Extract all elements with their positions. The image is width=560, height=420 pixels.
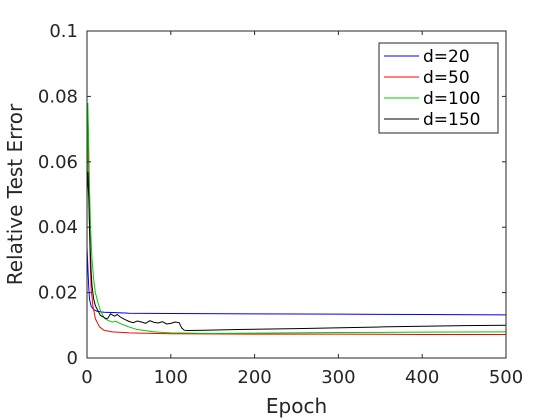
x-tick-label: 500 xyxy=(489,367,523,388)
x-tick-label: 0 xyxy=(81,367,92,388)
x-tick-label: 400 xyxy=(405,367,439,388)
x-tick-label: 100 xyxy=(154,367,188,388)
legend-label-d-150: d=150 xyxy=(423,110,480,130)
series-line-d-150 xyxy=(86,171,507,332)
y-tick-label: 0.1 xyxy=(49,21,78,42)
y-axis-label: Relative Test Error xyxy=(3,103,27,285)
x-tick-label: 300 xyxy=(321,367,355,388)
y-tick-label: 0.04 xyxy=(38,217,78,238)
y-tick-label: 0.06 xyxy=(38,152,78,173)
x-axis-label: Epoch xyxy=(266,394,327,418)
legend-box xyxy=(378,42,499,134)
series-layer xyxy=(86,102,507,335)
x-tick-label: 200 xyxy=(237,367,271,388)
series-line-d-20 xyxy=(86,246,507,316)
y-tick-label: 0.08 xyxy=(38,86,78,107)
axes-box xyxy=(86,30,507,359)
legend-label-d-20: d=20 xyxy=(423,47,470,67)
series-line-d-100 xyxy=(86,102,507,334)
ticks-layer: 0 100 200 300 400 500 0 0.02 0.04 0.06 0.08 0.1 xyxy=(38,21,523,388)
y-tick-label: 0 xyxy=(67,348,78,369)
legend-label-d-50: d=50 xyxy=(423,68,470,88)
y-tick-label: 0.02 xyxy=(38,283,78,304)
legend-label-d-100: d=100 xyxy=(423,89,480,109)
